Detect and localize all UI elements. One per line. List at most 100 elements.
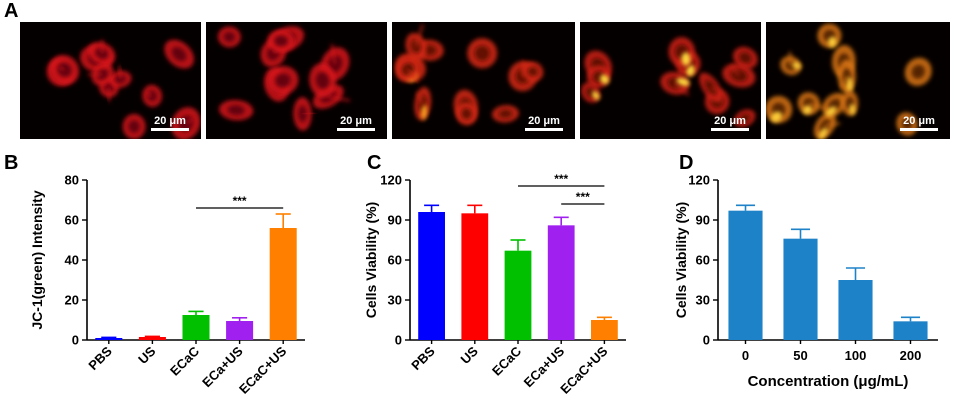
cell-nucleus	[498, 109, 513, 119]
cell-process	[710, 86, 718, 92]
mitochondria-spot	[600, 74, 610, 85]
cell	[660, 71, 691, 97]
panel-label-b: B	[4, 152, 19, 174]
cell-process	[824, 121, 841, 128]
mitochondria-spot	[802, 105, 812, 115]
micrograph-image-1: 20 μm	[20, 22, 201, 139]
cell	[581, 82, 601, 103]
bar	[893, 321, 928, 340]
mitochondria-spot	[592, 91, 600, 100]
bar	[461, 213, 489, 340]
chart-b: 0 20 40 60 80 JC-1(green) Intensity PBS US ECaC E…	[29, 173, 305, 397]
bar	[182, 315, 210, 340]
mitochondria-spot	[846, 77, 853, 93]
x-tick-label: 50	[793, 348, 807, 363]
y-axis-label: Cells Viability (%)	[673, 202, 689, 318]
cell	[122, 113, 146, 139]
scale-bar-label: 20 μm	[528, 115, 560, 127]
cell	[734, 109, 756, 128]
cell-cluster	[394, 24, 544, 126]
bar	[838, 280, 873, 340]
cell	[797, 92, 826, 115]
panel-label-d: D	[679, 152, 694, 174]
mitochondria-spot	[849, 103, 856, 116]
cell-process	[414, 24, 425, 47]
y-tick-label: 90	[388, 213, 402, 228]
significance-label: ***	[576, 190, 590, 204]
y-tick-label: 0	[395, 333, 402, 348]
cell-process	[302, 111, 316, 116]
x-tick-label: 0	[742, 348, 749, 363]
significance-label: ***	[233, 194, 247, 208]
scale-bar	[900, 128, 938, 131]
cell	[217, 26, 241, 48]
cell-process	[788, 51, 793, 66]
cell-cluster	[581, 37, 758, 128]
cell-process	[100, 39, 104, 54]
x-tick-label: 200	[900, 348, 922, 363]
y-tick-label: 90	[696, 213, 710, 228]
cell-nucleus	[171, 46, 187, 62]
y-axis-label: JC-1(green) Intensity	[29, 190, 45, 329]
cell-process	[681, 49, 684, 54]
scale-bar	[711, 128, 749, 131]
x-tick-label: ECaC+US	[557, 343, 610, 396]
cell	[142, 84, 162, 107]
y-tick-label: 60	[65, 213, 79, 228]
y-tick-label: 60	[388, 253, 402, 268]
cell-nucleus	[275, 73, 291, 88]
y-tick-label: 40	[65, 253, 79, 268]
micrograph-image-2: 20 μm	[206, 22, 387, 139]
y-tick-label: 0	[703, 333, 710, 348]
cell	[219, 99, 254, 121]
cell	[813, 112, 841, 139]
cell-nucleus	[147, 90, 158, 102]
cell	[699, 72, 723, 103]
bar	[504, 250, 532, 340]
cell-nucleus	[739, 113, 751, 123]
cell	[722, 63, 756, 88]
cell-nucleus	[315, 71, 330, 89]
cell-process	[415, 91, 425, 105]
mitochondria-spot	[681, 52, 691, 66]
scale-bar-label: 20 μm	[340, 115, 372, 127]
cell-process	[107, 86, 111, 102]
chart-d: 0 30 60 90 120 Cells Viability (%) 0 50 100 200 Co…	[673, 173, 938, 390]
x-tick-label: ECaC	[167, 343, 203, 379]
y-tick-label: 0	[72, 333, 79, 348]
cell-process	[808, 102, 826, 110]
cell	[293, 97, 316, 131]
cell	[904, 57, 932, 86]
cell-nucleus	[474, 45, 490, 61]
cell-process	[58, 65, 66, 72]
cell	[267, 65, 299, 95]
mitochondria-spot	[818, 127, 828, 139]
x-tick-label: ECaC+US	[236, 343, 289, 396]
micrograph-image-5: 20 μm	[766, 22, 950, 139]
cell	[817, 23, 842, 48]
mitochondria-spot	[686, 65, 695, 77]
bar	[138, 337, 166, 340]
cell-nucleus	[911, 64, 925, 79]
cell-process	[185, 117, 194, 125]
panel-label-c: C	[367, 152, 382, 174]
cell-nucleus	[128, 120, 140, 133]
cell-nucleus	[274, 35, 288, 47]
bar	[269, 228, 297, 340]
cell-process	[330, 43, 337, 65]
cell	[522, 61, 544, 82]
scale-bar-label: 20 μm	[714, 115, 746, 127]
cell	[491, 105, 519, 123]
y-tick-label: 120	[688, 173, 710, 188]
mitochondria-spot	[792, 61, 802, 70]
charts-layer: 0 20 40 60 80 JC-1(green) Intensity PBS US ECaC E…	[29, 172, 938, 397]
cell-process	[839, 75, 849, 89]
y-tick-label: 80	[65, 173, 79, 188]
cell	[780, 51, 802, 76]
cell-cluster	[46, 39, 201, 139]
cell	[395, 56, 421, 84]
x-tick-label: PBS	[408, 343, 438, 373]
scale-bar	[525, 128, 563, 131]
x-tick-label: US	[135, 343, 159, 367]
y-tick-label: 30	[696, 293, 710, 308]
